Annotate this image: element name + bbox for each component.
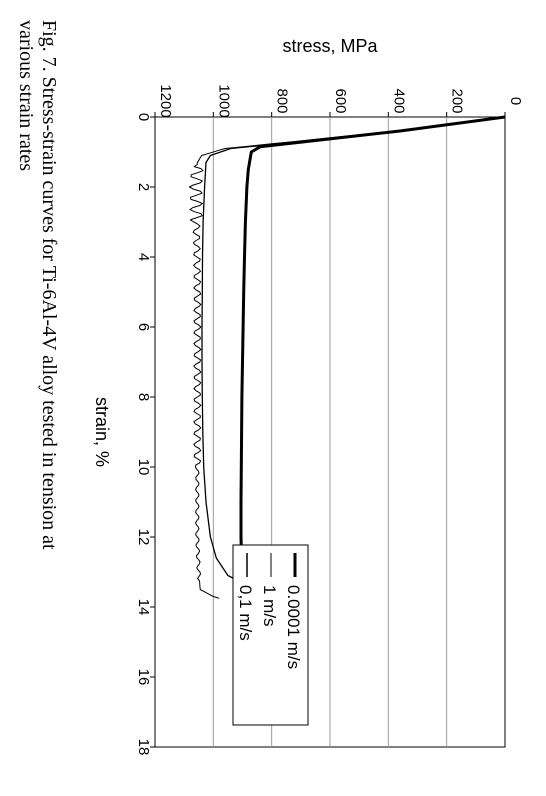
caption-line-2: various strain rates [15,20,37,171]
grid-lines [150,112,506,748]
legend-label-0.1: 0,1 m/s [236,585,255,641]
y-tick-label: 800 [274,88,291,113]
y-tick-label: 1200 [157,84,174,117]
y-tick-label: 0 [507,97,524,105]
y-tick-label: 600 [332,88,349,113]
x-tick-label: 8 [135,393,152,401]
x-axis-title: strain, % [92,397,112,467]
figure-caption: Fig. 7. Stress-strain curves for Ti-6Al-… [15,20,60,550]
y-tick-label: 200 [449,88,466,113]
series-line-2 [201,116,506,594]
legend: 0.0001 m/s 1 m/s 0,1 m/s [232,544,309,726]
legend-box [232,544,309,726]
x-tick-label: 6 [135,323,152,331]
x-tick-label: 0 [135,113,152,121]
x-tick-label: 14 [135,599,152,616]
series-line-1 [188,116,506,599]
legend-label-0.0001: 0.0001 m/s [284,585,303,669]
y-tick-label: 1000 [215,84,232,117]
x-tick-label: 18 [135,739,152,756]
tick-labels: 0 200 400 600 800 1000 1200 0 2 4 6 8 10 12 14 16 18 [135,84,524,755]
x-tick-label: 10 [135,459,152,476]
x-tick-label: 16 [135,669,152,686]
caption-line-1: Fig. 7. Stress-strain curves for Ti-6Al-… [38,20,60,550]
y-axis-title: stress, MPa [282,36,378,56]
legend-label-1: 1 m/s [260,585,279,627]
y-tick-label: 400 [390,88,407,113]
x-tick-label: 2 [135,183,152,191]
x-tick-label: 12 [135,529,152,546]
x-tick-label: 4 [135,253,152,261]
